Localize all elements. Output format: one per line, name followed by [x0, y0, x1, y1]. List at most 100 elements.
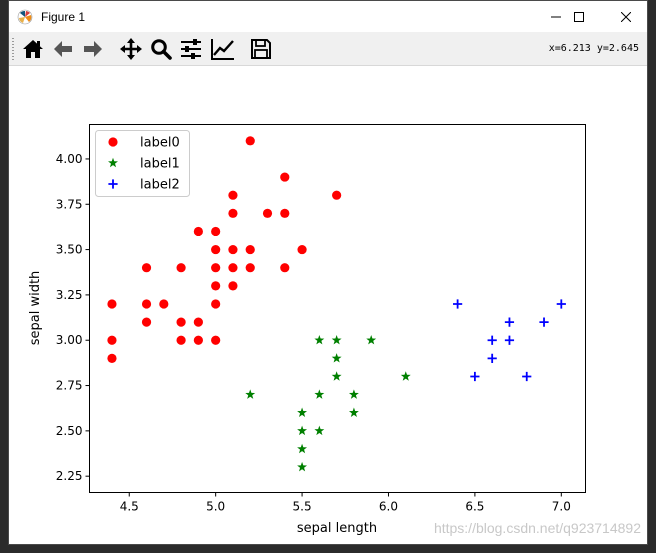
window-title: Figure 1 — [41, 9, 86, 24]
x-axis: 4.5 5.0 5.5 6.0 6.5 7.0 — [120, 492, 571, 514]
label0-point — [245, 136, 255, 146]
maximize-button[interactable] — [556, 1, 602, 32]
x-tick-label: 5.0 — [206, 500, 225, 514]
maximize-icon — [574, 11, 584, 22]
line-chart-icon — [211, 39, 234, 60]
y-tick-label: 2.25 — [56, 469, 83, 483]
home-icon — [23, 40, 43, 58]
close-icon — [621, 11, 631, 22]
label0-point — [211, 226, 221, 237]
arrow-right-icon — [84, 41, 102, 57]
label1-point — [400, 371, 411, 381]
legend-marker-label2 — [108, 179, 118, 189]
label0-point — [280, 208, 290, 218]
series-label2 — [453, 299, 566, 382]
edit-axis-button[interactable] — [209, 35, 237, 63]
background-editor-gutter — [0, 70, 8, 510]
legend-label: label0 — [140, 136, 180, 151]
x-axis-label: sepal length — [297, 521, 377, 536]
label0-point — [211, 244, 221, 255]
x-tick-label: 6.0 — [379, 500, 398, 514]
scatter-plot: 4.5 5.0 5.5 6.0 6.5 7.0 2.25 2.50 2.75 3.00 3.25 3… — [28, 124, 586, 536]
label0-point — [297, 244, 307, 255]
matplotlib-logo-icon — [17, 9, 33, 24]
label1-point — [366, 335, 377, 345]
floppy-disk-icon — [251, 39, 271, 59]
label1-point — [331, 353, 342, 363]
cursor-coordinates: x=6.213 y=2.645 — [548, 43, 639, 54]
label0-point — [107, 335, 117, 345]
label2-point — [487, 335, 497, 345]
save-button[interactable] — [247, 35, 275, 63]
label0-point — [228, 190, 238, 200]
y-tick-label: 3.75 — [56, 197, 83, 211]
label0-point — [245, 244, 255, 255]
legend-box — [95, 130, 190, 197]
title-bar: Figure 1 — [9, 1, 647, 32]
label2-point — [504, 335, 515, 345]
label0-point — [107, 353, 117, 363]
legend-label: label2 — [140, 178, 180, 193]
label1-point — [331, 371, 342, 381]
legend: label0 label1 label2 — [95, 130, 190, 197]
y-tick-label: 3.00 — [56, 333, 83, 347]
label0-point — [211, 299, 221, 309]
navigation-toolbar: x=6.213 y=2.645 — [9, 32, 647, 66]
home-button[interactable] — [19, 35, 47, 63]
label1-point — [314, 425, 325, 436]
label2-point — [504, 317, 515, 327]
label0-point — [176, 317, 186, 327]
y-axis-label: sepal width — [28, 271, 43, 346]
subplots-button[interactable] — [177, 35, 205, 63]
figure-window: Figure 1 — [8, 0, 648, 545]
label0-point — [280, 172, 290, 182]
label1-point — [331, 335, 342, 345]
close-button[interactable] — [603, 1, 649, 32]
move-icon — [120, 38, 142, 60]
label0-point — [193, 335, 203, 345]
y-tick-label: 2.75 — [56, 379, 83, 393]
arrow-left-icon — [54, 41, 72, 57]
label0-point — [159, 299, 169, 309]
back-button[interactable] — [49, 35, 77, 63]
label1-point — [314, 335, 325, 345]
y-tick-label: 4.00 — [56, 152, 83, 166]
minimize-icon — [551, 16, 561, 17]
forward-button[interactable] — [79, 35, 107, 63]
toolbar-grip — [12, 38, 14, 60]
data-points — [107, 136, 566, 472]
magnifier-icon — [151, 39, 172, 60]
y-tick-label: 3.50 — [56, 243, 83, 257]
figure-canvas[interactable]: 4.5 5.0 5.5 6.0 6.5 7.0 2.25 2.50 2.75 3.00 3.25 3… — [9, 66, 647, 544]
zoom-button[interactable] — [147, 35, 175, 63]
y-tick-label: 2.50 — [56, 424, 83, 438]
label0-point — [211, 263, 221, 273]
label0-point — [176, 263, 186, 273]
label2-point — [539, 317, 549, 327]
pan-button[interactable] — [117, 35, 145, 63]
legend-marker-label0 — [108, 137, 118, 147]
label2-point — [470, 371, 480, 382]
legend-label: label1 — [140, 157, 180, 172]
label1-point — [348, 407, 359, 417]
minimize-button[interactable] — [533, 1, 579, 32]
label0-point — [141, 317, 152, 327]
label0-point — [332, 190, 342, 200]
label0-point — [211, 335, 221, 345]
label0-point — [141, 263, 152, 273]
label1-point — [314, 389, 325, 399]
x-tick-label: 4.5 — [120, 500, 139, 514]
legend-marker-label1 — [108, 157, 118, 168]
label0-point — [228, 263, 238, 273]
label0-point — [228, 244, 238, 255]
label1-point — [348, 389, 359, 399]
x-tick-label: 5.5 — [293, 500, 312, 514]
label0-point — [211, 281, 221, 291]
label0-point — [245, 263, 255, 273]
y-axis: 2.25 2.50 2.75 3.00 3.25 3.50 3.75 4.00 — [56, 152, 90, 483]
label1-point — [297, 425, 308, 436]
x-tick-label: 6.5 — [465, 500, 484, 514]
label0-point — [228, 281, 238, 291]
label0-point — [141, 299, 152, 309]
label2-point — [522, 371, 532, 382]
